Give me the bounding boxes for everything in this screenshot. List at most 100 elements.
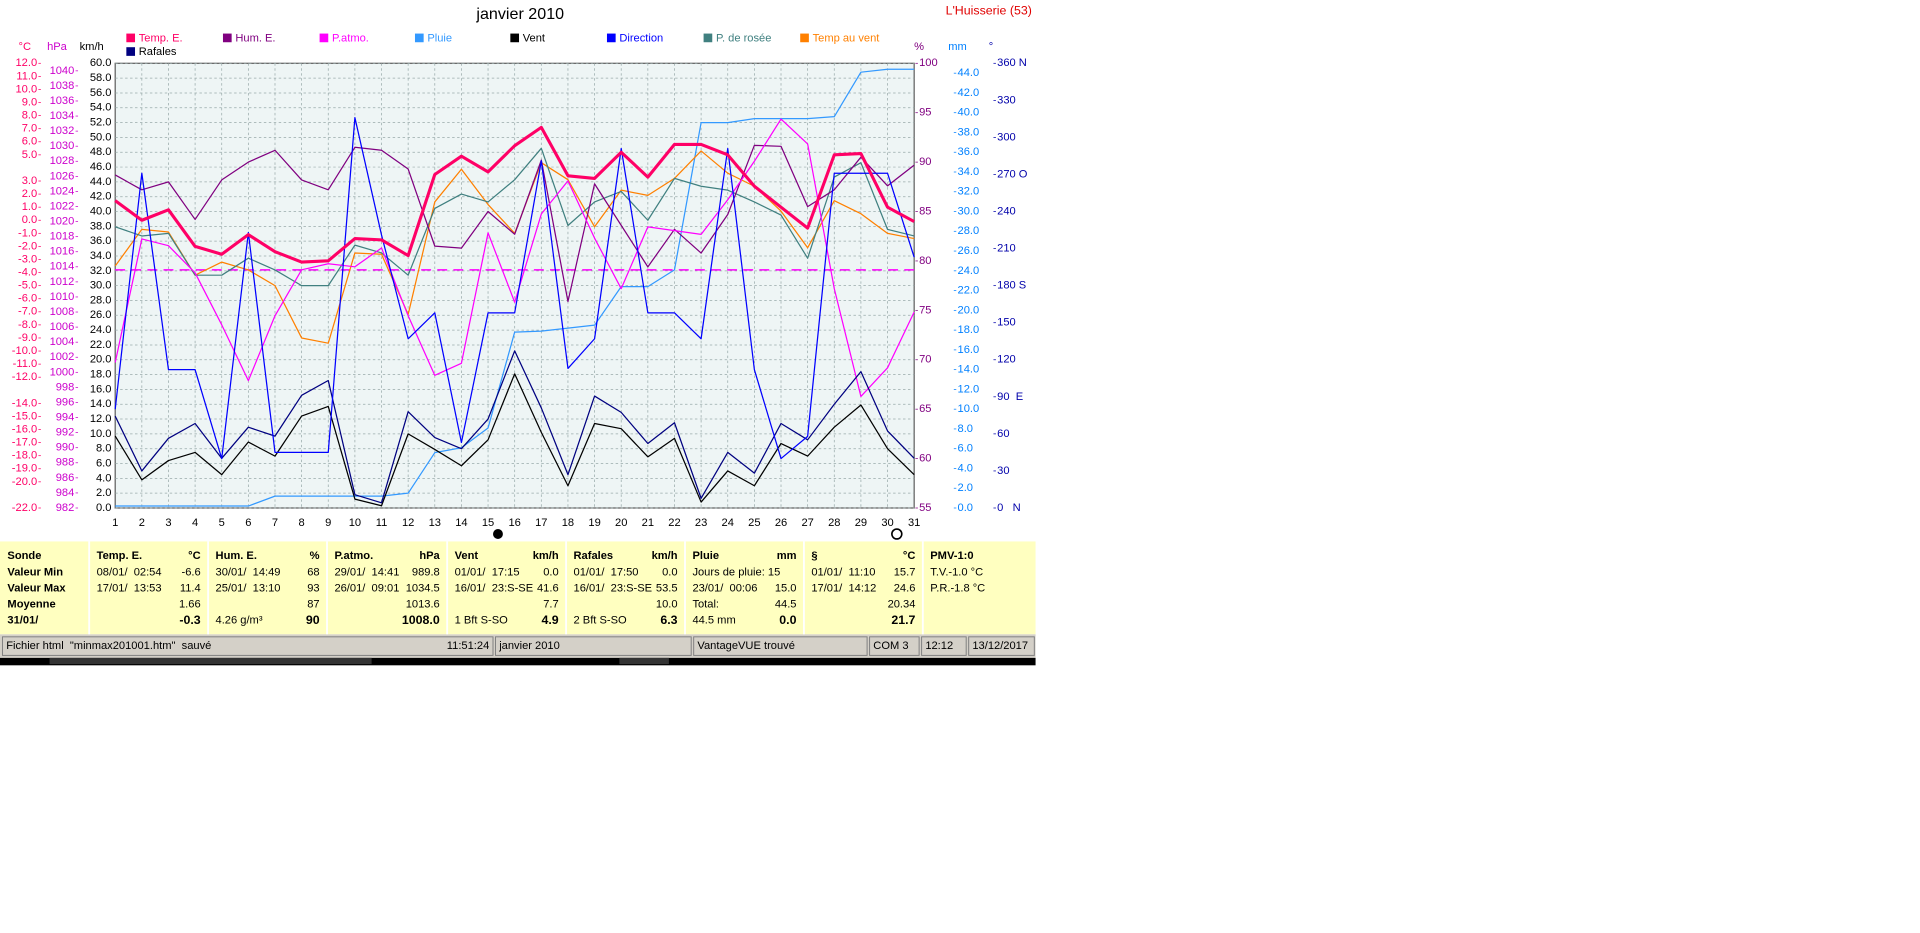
cell-text: Total: [692, 599, 719, 611]
y-tick-label: 3.0 [22, 175, 37, 187]
cell-text: 31/01/ [7, 615, 38, 627]
cell-text: Valeur Max [7, 582, 66, 594]
legend-label: Direction [619, 32, 663, 44]
y-tick-label: 18.0 [958, 324, 980, 336]
y-tick-label: -20.0 [12, 476, 37, 488]
y-tick-label: 0.0 [96, 502, 111, 514]
y-tick-label: 38.0 [90, 220, 112, 232]
legend-label: Temp. E. [139, 32, 183, 44]
status-panel [494, 636, 692, 656]
y-tick-label: 20.0 [958, 304, 980, 316]
cell-value: 20.34 [888, 599, 916, 611]
y-tick-label: -3.0 [18, 253, 37, 265]
y-tick-label: 12.0 [16, 57, 38, 69]
y-tick-label: 70 [919, 354, 931, 366]
x-tick-label: 21 [642, 517, 654, 529]
cell-value: -6.6 [181, 566, 200, 578]
cell-value: 11.4 [180, 582, 201, 594]
y-tick-label: 210 [997, 243, 1016, 255]
cell-text: 2 Bft S-SO [574, 615, 628, 627]
x-tick-label: 16 [508, 517, 520, 529]
cell-value: 24.6 [894, 582, 916, 594]
taskbar-strip [0, 657, 1036, 666]
x-tick-label: 29 [855, 517, 867, 529]
y-tick-label: 0 N [997, 502, 1021, 514]
y-tick-label: 0.0 [958, 502, 973, 514]
x-tick-label: 30 [881, 517, 893, 529]
x-tick-label: 25 [748, 517, 760, 529]
y-tick-label: 0.0 [22, 214, 37, 226]
y-tick-label: -17.0 [12, 437, 37, 449]
y-tick-label: 1024 [50, 185, 75, 197]
y-tick-label: 2.0 [22, 188, 37, 200]
y-tick-label: 1012 [50, 276, 75, 288]
y-tick-label: -12.0 [12, 371, 37, 383]
y-tick-label: 22.0 [90, 339, 112, 351]
y-tick-label: 360 N [997, 57, 1027, 69]
y-tick-label: 30.0 [90, 280, 112, 292]
y-tick-label: 16.0 [90, 383, 112, 395]
column-header: Rafales [574, 550, 614, 562]
axis-unit: mm [948, 41, 967, 53]
x-tick-label: 23 [695, 517, 707, 529]
y-tick-label: 1018 [50, 231, 75, 243]
x-tick-label: 5 [219, 517, 225, 529]
y-tick-label: 10.0 [958, 403, 980, 415]
cell-value: 10.0 [656, 599, 678, 611]
x-tick-label: 15 [482, 517, 494, 529]
cell-text: 23/01/ 00:06 [692, 582, 757, 594]
cell-text: P.R.-1.8 °C [930, 582, 985, 594]
y-tick-label: 1028 [50, 155, 75, 167]
y-tick-label: 60 [919, 453, 931, 465]
cell-value: 1.66 [179, 599, 201, 611]
y-tick-label: 56.0 [90, 87, 112, 99]
y-tick-label: 1036 [50, 95, 75, 107]
cell-text: 1 Bft S-SO [455, 615, 509, 627]
y-tick-label: 994 [56, 411, 75, 423]
column-header: PMV-1:0 [930, 550, 973, 562]
legend-label: P. de rosée [716, 32, 771, 44]
series-line [114, 125, 915, 264]
legend-label: Temp au vent [813, 32, 881, 44]
status-panel [693, 636, 868, 656]
y-tick-label: 60 [997, 428, 1009, 440]
x-tick-label: 1 [112, 517, 118, 529]
column-unit: km/h [652, 550, 678, 562]
stats-table [0, 541, 1036, 635]
series-line [114, 118, 915, 398]
legend-label: Vent [523, 32, 546, 44]
y-tick-label: 75 [919, 304, 931, 316]
y-tick-label: -14.0 [12, 397, 37, 409]
cell-text: 26/01/ 09:01 [334, 582, 399, 594]
y-tick-label: 11.0 [16, 70, 37, 82]
cell-value: 6.3 [660, 613, 677, 627]
y-tick-label: 1014 [50, 261, 75, 273]
x-tick-label: 26 [775, 517, 787, 529]
y-tick-label: 996 [56, 396, 75, 408]
y-tick-label: 992 [56, 427, 75, 439]
column-unit: hPa [419, 550, 440, 562]
y-tick-label: 1006 [50, 321, 75, 333]
y-tick-label: 1040 [50, 65, 75, 77]
cell-value: 15.7 [894, 566, 916, 578]
y-tick-label: -2.0 [18, 240, 37, 252]
column-unit: °C [903, 550, 915, 562]
cell-text: 16/01/ 23:S-SE [455, 582, 534, 594]
y-tick-label: 46.0 [90, 161, 112, 173]
y-tick-label: 12.0 [90, 413, 112, 425]
y-tick-label: 18.0 [90, 369, 112, 381]
cell-value: 989.8 [412, 566, 440, 578]
y-tick-label: 50.0 [90, 131, 112, 143]
x-tick-label: 4 [192, 517, 198, 529]
series-line [114, 373, 915, 507]
column-header: § [811, 550, 817, 562]
y-tick-label: -18.0 [12, 450, 37, 462]
series-line [114, 147, 915, 287]
y-tick-label: 24.0 [90, 324, 112, 336]
x-tick-label: 17 [535, 517, 547, 529]
y-tick-label: -4.0 [18, 267, 37, 279]
axis-unit: km/h [80, 41, 104, 53]
new-moon-icon [891, 528, 903, 540]
y-tick-label: -15.0 [12, 410, 37, 422]
